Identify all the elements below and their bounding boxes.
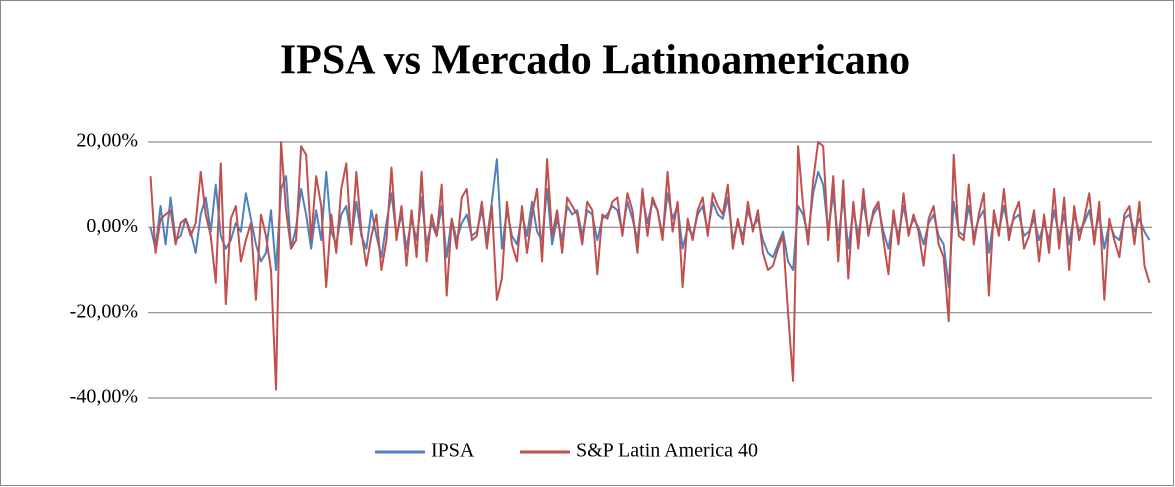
legend-label: IPSA: [431, 440, 475, 462]
series-line: [149, 141, 1151, 391]
legend-label: S&P Latin America 40: [576, 440, 758, 462]
y-tick-label: 0,00%: [86, 215, 138, 237]
y-tick-label: -20,00%: [70, 300, 138, 322]
y-tick-label: -40,00%: [70, 386, 138, 408]
y-tick-label: 20,00%: [76, 130, 138, 152]
chart-title: IPSA vs Mercado Latinoamericano: [280, 38, 910, 84]
